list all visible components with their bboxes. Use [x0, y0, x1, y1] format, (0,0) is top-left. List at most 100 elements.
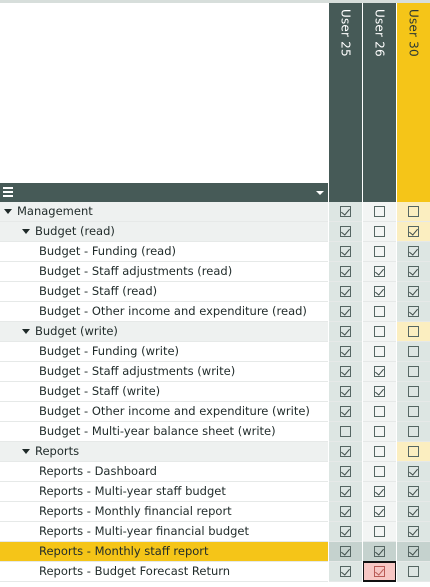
checkbox-checked-icon[interactable]: [374, 386, 385, 397]
checkbox-checked-icon[interactable]: [340, 366, 351, 377]
checkbox-checked-icon[interactable]: [374, 506, 385, 517]
permission-cell[interactable]: [397, 422, 430, 441]
permission-cell[interactable]: [329, 282, 362, 301]
checkbox-empty-icon[interactable]: [408, 386, 419, 397]
checkbox-checked-icon[interactable]: [374, 366, 385, 377]
hamburger-icon[interactable]: [3, 187, 13, 198]
checkbox-checked-icon[interactable]: [340, 326, 351, 337]
permission-cell[interactable]: [329, 522, 362, 541]
expand-caret-icon[interactable]: [22, 449, 30, 454]
permission-cell[interactable]: [363, 222, 396, 241]
permission-cell[interactable]: [329, 542, 362, 561]
permission-cell[interactable]: [329, 362, 362, 381]
checkbox-checked-icon[interactable]: [340, 206, 351, 217]
checkbox-checked-icon[interactable]: [340, 526, 351, 537]
checkbox-empty-icon[interactable]: [408, 446, 419, 457]
checkbox-checked-icon[interactable]: [340, 306, 351, 317]
checkbox-empty-icon[interactable]: [374, 346, 385, 357]
expand-caret-icon[interactable]: [22, 229, 30, 234]
checkbox-empty-icon[interactable]: [374, 466, 385, 477]
permission-cell[interactable]: [363, 342, 396, 361]
permission-cell[interactable]: [397, 502, 430, 521]
checkbox-checked-icon[interactable]: [340, 346, 351, 357]
row-label[interactable]: Reports: [0, 442, 350, 461]
checkbox-empty-icon[interactable]: [374, 246, 385, 257]
checkbox-empty-icon[interactable]: [374, 226, 385, 237]
checkbox-checked-icon[interactable]: [374, 486, 385, 497]
row-label[interactable]: Budget (read): [0, 222, 350, 241]
permission-cell[interactable]: [363, 542, 396, 561]
checkbox-checked-icon[interactable]: [408, 486, 419, 497]
permission-cell[interactable]: [329, 302, 362, 321]
checkbox-empty-icon[interactable]: [408, 366, 419, 377]
checkbox-checked-icon[interactable]: [408, 266, 419, 277]
permission-cell[interactable]: [363, 282, 396, 301]
permission-cell[interactable]: [363, 462, 396, 481]
checkbox-checked-icon[interactable]: [340, 446, 351, 457]
permission-cell[interactable]: [363, 402, 396, 421]
checkbox-checked-icon[interactable]: [340, 286, 351, 297]
row-label[interactable]: Budget (write): [0, 322, 350, 341]
permission-cell[interactable]: [397, 562, 430, 581]
permission-cell[interactable]: [329, 342, 362, 361]
permission-cell[interactable]: [363, 262, 396, 281]
checkbox-checked-icon[interactable]: [340, 386, 351, 397]
checkbox-empty-icon[interactable]: [374, 406, 385, 417]
permission-cell[interactable]: [363, 322, 396, 341]
permission-cell[interactable]: [329, 402, 362, 421]
permission-cell[interactable]: [363, 442, 396, 461]
permission-cell[interactable]: [329, 482, 362, 501]
checkbox-empty-icon[interactable]: [374, 206, 385, 217]
checkbox-checked-icon[interactable]: [340, 466, 351, 477]
checkbox-empty-icon[interactable]: [408, 566, 419, 577]
expand-caret-icon[interactable]: [4, 209, 12, 214]
column-header-user-30[interactable]: User 30: [397, 3, 430, 202]
expand-caret-icon[interactable]: [22, 329, 30, 334]
checkbox-checked-icon[interactable]: [408, 466, 419, 477]
permission-cell[interactable]: [397, 382, 430, 401]
permission-cell[interactable]: [363, 242, 396, 261]
permission-cell[interactable]: [363, 502, 396, 521]
permission-cell[interactable]: [329, 262, 362, 281]
permission-cell[interactable]: [397, 242, 430, 261]
checkbox-checked-icon[interactable]: [340, 486, 351, 497]
permission-cell[interactable]: [363, 202, 396, 221]
checkbox-empty-icon[interactable]: [374, 326, 385, 337]
checkbox-checked-icon[interactable]: [340, 566, 351, 577]
permission-cell[interactable]: [329, 562, 362, 581]
column-header-user-26[interactable]: User 26: [363, 3, 396, 202]
checkbox-checked-icon[interactable]: [340, 406, 351, 417]
permission-cell[interactable]: [397, 462, 430, 481]
permission-cell[interactable]: [363, 362, 396, 381]
checkbox-checked-icon[interactable]: [340, 226, 351, 237]
checkbox-checked-icon[interactable]: [408, 246, 419, 257]
row-label[interactable]: Management: [0, 202, 332, 221]
permission-cell[interactable]: [397, 542, 430, 561]
permission-cell[interactable]: [363, 522, 396, 541]
checkbox-checked-icon[interactable]: [408, 506, 419, 517]
checkbox-checked-icon[interactable]: [374, 566, 385, 577]
checkbox-empty-icon[interactable]: [374, 446, 385, 457]
permission-cell[interactable]: [329, 502, 362, 521]
checkbox-checked-icon[interactable]: [340, 246, 351, 257]
checkbox-empty-icon[interactable]: [374, 426, 385, 437]
checkbox-checked-icon[interactable]: [408, 226, 419, 237]
column-header-user-25[interactable]: User 25: [329, 3, 362, 202]
permission-cell[interactable]: [329, 422, 362, 441]
permission-cell[interactable]: [329, 242, 362, 261]
checkbox-checked-icon[interactable]: [340, 546, 351, 557]
caret-down-icon[interactable]: [316, 191, 324, 195]
permission-cell[interactable]: [397, 442, 430, 461]
permission-cell[interactable]: [363, 482, 396, 501]
checkbox-checked-icon[interactable]: [374, 546, 385, 557]
checkbox-empty-icon[interactable]: [408, 406, 419, 417]
checkbox-empty-icon[interactable]: [408, 326, 419, 337]
checkbox-empty-icon[interactable]: [374, 526, 385, 537]
permission-cell[interactable]: [363, 422, 396, 441]
permission-cell[interactable]: [397, 262, 430, 281]
permission-cell[interactable]: [329, 442, 362, 461]
checkbox-empty-icon[interactable]: [374, 306, 385, 317]
permission-cell[interactable]: [329, 322, 362, 341]
checkbox-empty-icon[interactable]: [408, 206, 419, 217]
checkbox-checked-icon[interactable]: [374, 266, 385, 277]
